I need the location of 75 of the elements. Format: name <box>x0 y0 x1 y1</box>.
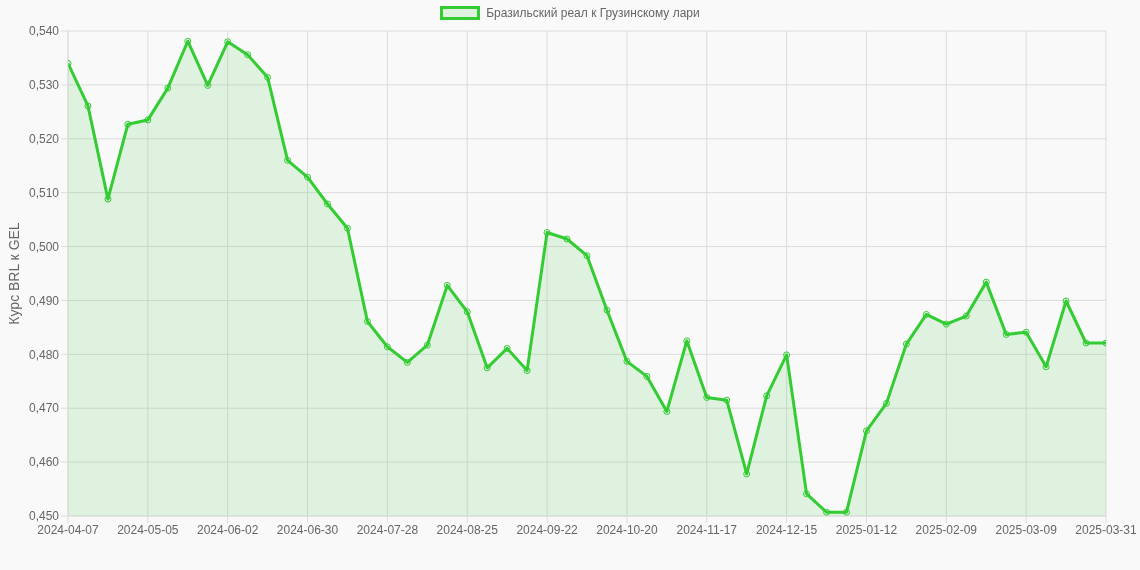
y-tick-label: 0,470 <box>28 401 60 416</box>
x-tick-label: 2024-10-20 <box>596 522 658 537</box>
point <box>763 392 771 400</box>
point <box>982 278 990 286</box>
point <box>403 358 411 366</box>
point <box>523 367 531 374</box>
y-tick-label: 0,480 <box>28 347 60 362</box>
point <box>643 372 651 380</box>
point <box>783 351 791 359</box>
point <box>962 312 970 320</box>
point <box>423 341 431 349</box>
x-tick-label: 2024-06-30 <box>276 522 339 537</box>
point <box>683 337 691 345</box>
point <box>603 306 611 314</box>
legend-label: Бразильский реал к Грузинскому лари <box>486 6 700 20</box>
point <box>503 344 511 352</box>
point <box>164 84 172 92</box>
point <box>84 102 92 110</box>
point <box>803 490 811 498</box>
point <box>184 37 192 45</box>
x-tick-label: 2025-03-31 <box>1075 522 1138 537</box>
x-tick-label: 2025-03-09 <box>995 522 1058 537</box>
point <box>882 399 890 407</box>
point <box>463 308 471 316</box>
point <box>324 200 331 208</box>
y-tick-label: 0,510 <box>28 185 60 200</box>
x-tick-label: 2024-04-07 <box>37 522 100 537</box>
x-tick-label: 2025-01-12 <box>835 522 898 537</box>
point <box>363 317 371 325</box>
y-tick-label: 0,460 <box>28 455 60 470</box>
x-tick-label: 2024-06-02 <box>197 522 259 537</box>
point <box>443 281 451 289</box>
y-tick-label: 0,530 <box>28 78 60 93</box>
point <box>1022 328 1030 336</box>
point <box>1042 363 1050 371</box>
point <box>902 340 910 348</box>
y-tick-label: 0,500 <box>28 239 60 254</box>
y-axis-title: Курс BRL к GEL <box>6 222 22 325</box>
x-tick-label: 2024-12-15 <box>755 522 818 537</box>
point <box>823 508 831 516</box>
point <box>1082 339 1090 347</box>
point <box>843 508 850 516</box>
point <box>244 51 252 59</box>
point <box>144 116 152 124</box>
x-tick-label: 2024-11-17 <box>676 522 738 537</box>
x-tick-label: 2024-07-28 <box>356 522 419 537</box>
point <box>483 364 491 372</box>
point <box>723 396 731 404</box>
point <box>383 343 391 351</box>
point <box>1062 297 1070 305</box>
x-tick-label: 2024-09-22 <box>516 522 579 537</box>
point <box>743 470 751 478</box>
point <box>543 229 551 237</box>
point <box>343 224 351 232</box>
y-tick-label: 0,450 <box>28 509 60 524</box>
point <box>623 357 631 365</box>
point <box>922 310 930 318</box>
x-tick-label: 2024-05-05 <box>117 522 179 537</box>
point <box>284 156 292 164</box>
y-tick-label: 0,520 <box>28 132 60 147</box>
point <box>703 393 711 401</box>
x-tick-label: 2024-08-25 <box>436 522 499 537</box>
point <box>304 173 312 181</box>
point <box>583 252 591 260</box>
point <box>1002 330 1010 338</box>
y-tick-label: 0,540 <box>28 24 60 39</box>
point <box>563 235 571 243</box>
point <box>942 320 950 328</box>
point <box>224 38 232 46</box>
x-tick-label: 2025-02-09 <box>915 522 978 537</box>
point <box>264 73 272 81</box>
point <box>124 120 132 128</box>
point <box>104 195 112 203</box>
point <box>862 427 870 435</box>
y-tick-label: 0,490 <box>28 293 60 308</box>
